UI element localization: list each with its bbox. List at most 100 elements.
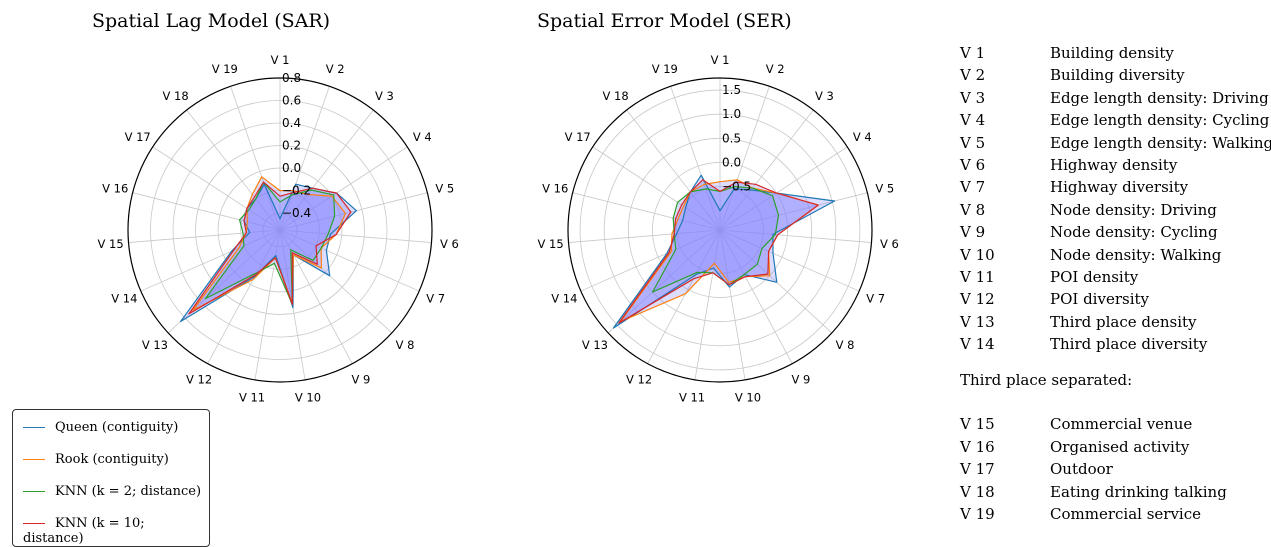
category-tick-label: V 13 [142, 338, 168, 352]
series-fill [188, 182, 351, 314]
radial-tick-label: −0.5 [722, 180, 751, 194]
category-tick-label: V 1 [711, 53, 730, 67]
variable-label: Third place diversity [1050, 335, 1208, 354]
category-tick-label: V 3 [375, 89, 394, 103]
variable-code: V 12 [960, 290, 995, 309]
variable-row: V 13 Third place density [960, 313, 1271, 335]
category-tick-label: V 17 [565, 130, 591, 144]
variable-label: Building density [1050, 44, 1174, 62]
variable-label: Edge length density: Walking [1050, 133, 1271, 152]
category-tick-label: V 6 [880, 237, 899, 251]
spoke-line [719, 229, 872, 243]
variable-label: Commercial service [1050, 505, 1202, 524]
variable-row: V 7 Highway diversity [960, 178, 1271, 200]
variable-code: V 2 [960, 66, 986, 85]
spoke-line [279, 86, 330, 231]
spoke-line [140, 229, 281, 292]
spoke-line [279, 146, 408, 231]
category-tick-label: V 7 [866, 291, 885, 305]
variable-code: V 18 [960, 482, 995, 501]
category-tick-label: V 16 [102, 181, 128, 195]
category-tick-label: V 2 [766, 62, 785, 76]
radial-tick-label: 0.6 [282, 94, 301, 108]
variable-label: POI density [1050, 267, 1139, 286]
spoke-line [279, 229, 420, 292]
spoke-line [207, 229, 281, 364]
legend-label-knn2: KNN (k = 2; distance) [55, 484, 202, 499]
variable-label: Outdoor [1050, 460, 1113, 479]
spoke-line [719, 229, 860, 292]
category-tick-label: V 4 [853, 130, 872, 144]
series-line [188, 181, 352, 315]
category-tick-label: V 3 [815, 89, 834, 103]
variable-list: V 1 Building density V 2 Building diversit… [960, 44, 1271, 527]
category-tick-label: V 12 [626, 373, 652, 387]
category-tick-label: V 12 [186, 373, 212, 387]
variable-row: V 1 Building density [960, 44, 1271, 66]
variable-row: V 4 Edge length density: Cycling [960, 111, 1271, 133]
category-tick-label: V 14 [551, 291, 577, 305]
variable-label: POI diversity [1050, 290, 1150, 309]
variable-code: V 10 [960, 245, 995, 264]
radial-tick-label: 0.2 [282, 139, 301, 153]
variable-code: V 14 [960, 335, 995, 354]
radial-tick-label: 0.0 [722, 155, 741, 169]
spoke-line [626, 109, 721, 231]
category-tick-label: V 18 [163, 89, 189, 103]
spoke-line [230, 86, 281, 231]
spoke-line [279, 192, 428, 231]
category-tick-label: V 5 [875, 181, 894, 195]
legend-item-queen: Queen (contiguity) [23, 420, 178, 435]
variable-row: V 2 Building diversity [960, 66, 1271, 88]
variable-row: V 14 Third place diversity [960, 335, 1271, 357]
variable-row: V 15 Commercial venue [960, 415, 1271, 437]
legend-label-knn10: KNN (k = 10; distance) [23, 516, 145, 546]
series-fill [620, 179, 819, 322]
variable-label: Third place density [1050, 312, 1197, 331]
variable-label: Edge length density: Cycling [1050, 111, 1270, 130]
variable-code: V 8 [960, 200, 986, 219]
spoke-line [186, 109, 281, 231]
spoke-line [719, 229, 746, 380]
series-line [618, 179, 819, 324]
variable-code: V 11 [960, 267, 995, 286]
legend-label-queen: Queen (contiguity) [55, 420, 179, 435]
legend-swatch-rook [23, 459, 45, 460]
category-tick-label: V 16 [542, 181, 568, 195]
spoke-line [152, 146, 281, 231]
variable-code: V 9 [960, 223, 986, 242]
variable-row: V 19 Commercial service [960, 505, 1271, 527]
category-tick-label: V 8 [836, 338, 855, 352]
spoke-line [580, 229, 721, 292]
spoke-line [719, 109, 814, 231]
spoke-line [719, 192, 868, 231]
ser-chart-title: Spatial Error Model (SER) [537, 10, 792, 32]
variable-label: Highway density [1050, 155, 1178, 174]
spoke-line [592, 146, 721, 231]
series-fill [205, 182, 335, 305]
radial-tick-label: 0.4 [282, 116, 301, 130]
variable-group-heading: Third place separated: [960, 371, 1133, 390]
variable-row: V 5 Edge length density: Walking [960, 134, 1271, 156]
legend-item-knn2: KNN (k = 2; distance) [23, 484, 201, 499]
sar-chart-title: Spatial Lag Model (SAR) [92, 10, 331, 32]
spoke-line [719, 229, 793, 364]
variable-label: Node density: Cycling [1050, 223, 1218, 242]
category-tick-label: V 8 [396, 338, 415, 352]
category-tick-label: V 1 [271, 53, 290, 67]
spoke-line [279, 109, 374, 231]
spoke-line [647, 229, 721, 364]
variable-code: V 7 [960, 178, 986, 197]
spoke-line [279, 229, 393, 334]
variable-row: V 11 POI density [960, 268, 1271, 290]
variable-row: V 6 Highway density [960, 156, 1271, 178]
category-tick-label: V 2 [326, 62, 345, 76]
variable-row: V 16 Organised activity [960, 438, 1271, 460]
category-tick-label: V 5 [435, 181, 454, 195]
variable-code: V 6 [960, 155, 986, 174]
legend-swatch-knn2 [23, 491, 45, 492]
spoke-line [132, 192, 281, 231]
category-tick-label: V 19 [652, 62, 678, 76]
category-tick-label: V 7 [426, 291, 445, 305]
category-tick-label: V 11 [239, 391, 265, 405]
